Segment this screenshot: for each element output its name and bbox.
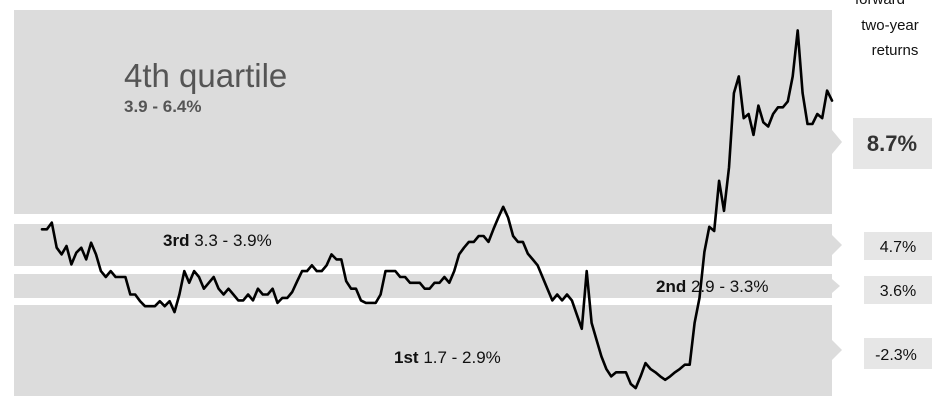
band-3rd-arrow — [832, 235, 842, 255]
series-line — [40, 29, 834, 390]
return-pill-1st — [864, 338, 932, 369]
return-2nd: 3.6% — [880, 283, 916, 300]
band-2nd-arrow — [832, 279, 840, 293]
quartile-2-label: 2nd 2.9 - 3.3% — [656, 277, 768, 296]
band-1st-arrow — [832, 340, 842, 360]
return-pill-4th — [853, 118, 932, 169]
band-3rd-quartile — [14, 224, 832, 266]
quartile-2-range: 2.9 - 3.3% — [691, 277, 769, 296]
quartile-4-range: 3.9 - 6.4% — [124, 97, 202, 116]
return-3rd: 4.7% — [880, 239, 916, 256]
quartile-3-name: 3rd — [163, 231, 189, 250]
return-pill-3rd — [864, 232, 932, 260]
header-line-2: two-year — [861, 17, 919, 34]
header-line-1: forward — [855, 0, 905, 8]
quartile-3-range: 3.3 - 3.9% — [194, 231, 272, 250]
quartile-4-name: 4th quartile — [124, 57, 287, 94]
return-pill-2nd — [864, 276, 932, 304]
return-1st: -2.3% — [875, 347, 917, 364]
return-4th: 8.7% — [867, 131, 917, 156]
quartile-1-label: 1st 1.7 - 2.9% — [394, 348, 501, 367]
band-4th-quartile — [14, 10, 832, 214]
quartile-2-name: 2nd — [656, 277, 686, 296]
band-4th-arrow — [832, 130, 842, 154]
quartile-1-range: 1.7 - 2.9% — [423, 348, 501, 367]
quartile-1-name: 1st — [394, 348, 419, 367]
header-label: forward two-year returns — [855, 0, 919, 59]
quartile-3-label: 3rd 3.3 - 3.9% — [163, 231, 272, 250]
return-pills — [853, 118, 932, 369]
header-line-3: returns — [872, 42, 919, 59]
